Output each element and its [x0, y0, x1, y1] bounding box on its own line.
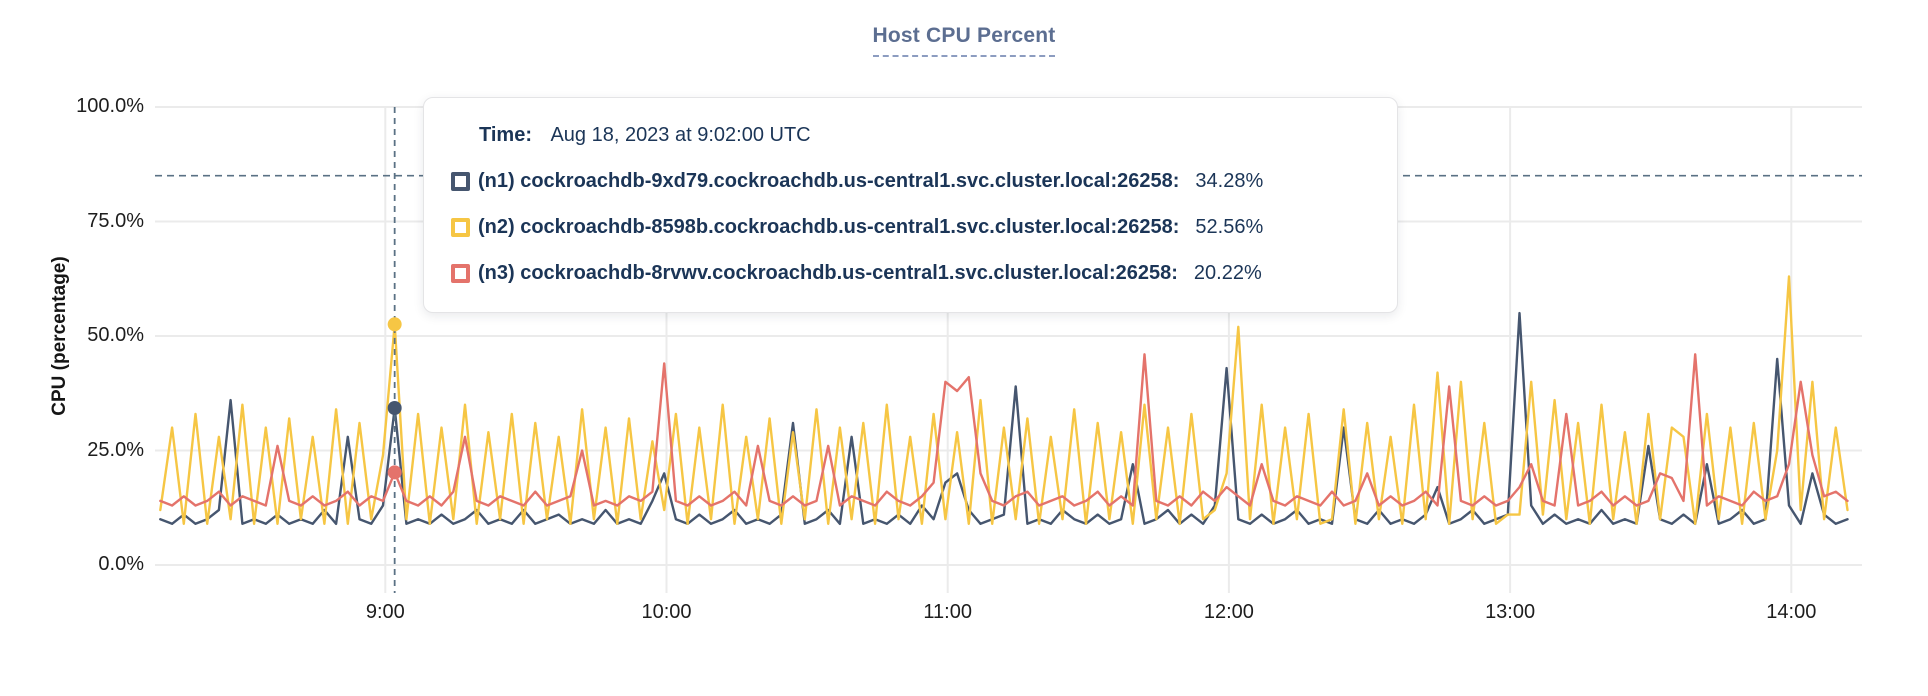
series-n3-swatch-icon — [451, 264, 470, 283]
tooltip-series-row: (n3) cockroachdb-8rvwv.cockroachdb.us-ce… — [451, 260, 1397, 287]
y-tick-label: 75.0% — [87, 209, 144, 232]
y-tick-label: 25.0% — [87, 438, 144, 461]
tooltip-series-value: 34.28% — [1195, 170, 1264, 192]
y-tick-label: 50.0% — [87, 324, 144, 346]
hover-tooltip: Time: Aug 18, 2023 at 9:02:00 UTC (n1) c… — [423, 97, 1398, 313]
tooltip-time-label: Time: — [479, 124, 532, 146]
x-tick-label: 12:00 — [1203, 601, 1254, 623]
x-tick-label: 14:00 — [1766, 601, 1817, 623]
hover-dot-n2 — [387, 317, 402, 332]
tooltip-series-row: (n2) cockroachdb-8598b.cockroachdb.us-ce… — [451, 214, 1397, 241]
y-tick-label: 0.0% — [98, 553, 144, 575]
chart-title-wrap: Host CPU Percent — [0, 24, 1928, 57]
hover-dot-n1 — [387, 400, 402, 415]
tooltip-series-name: (n1) cockroachdb-9xd79.cockroachdb.us-ce… — [478, 170, 1180, 192]
series-line-n2 — [159, 275, 1849, 525]
series-n2-swatch-icon — [451, 218, 470, 237]
series-line-n1 — [159, 311, 1849, 525]
tooltip-series-row: (n1) cockroachdb-9xd79.cockroachdb.us-ce… — [451, 168, 1397, 195]
tooltip-series-value: 20.22% — [1193, 262, 1262, 284]
x-tick-label: 10:00 — [641, 601, 692, 623]
x-tick-label: 9:00 — [365, 601, 405, 623]
tooltip-time-row: Time: Aug 18, 2023 at 9:02:00 UTC — [479, 124, 1397, 147]
x-tick-label: 13:00 — [1485, 601, 1536, 623]
series-line-n3 — [159, 353, 1849, 507]
x-tick-label: 11:00 — [923, 601, 972, 623]
series-n1-swatch-icon — [451, 172, 470, 191]
y-tick-label: 100.0% — [76, 95, 144, 117]
chart-title[interactable]: Host CPU Percent — [872, 24, 1056, 57]
tooltip-time-value: Aug 18, 2023 at 9:02:00 UTC — [550, 124, 811, 146]
tooltip-series-name: (n3) cockroachdb-8rvwv.cockroachdb.us-ce… — [478, 262, 1178, 284]
hover-dot-n3 — [387, 465, 402, 480]
tooltip-series-name: (n2) cockroachdb-8598b.cockroachdb.us-ce… — [478, 216, 1180, 238]
tooltip-series-value: 52.56% — [1195, 216, 1264, 238]
